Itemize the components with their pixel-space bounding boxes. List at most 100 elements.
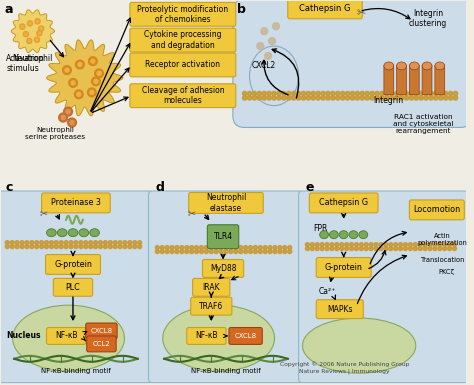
Circle shape — [40, 244, 44, 249]
Circle shape — [292, 96, 296, 100]
Circle shape — [269, 38, 275, 45]
Circle shape — [380, 91, 384, 96]
Circle shape — [254, 249, 257, 254]
Polygon shape — [47, 40, 123, 116]
Circle shape — [409, 96, 413, 100]
FancyBboxPatch shape — [46, 328, 86, 345]
Circle shape — [385, 91, 389, 96]
Circle shape — [35, 19, 40, 24]
Circle shape — [369, 243, 373, 247]
Circle shape — [254, 246, 257, 249]
Text: b: b — [237, 3, 246, 17]
Circle shape — [94, 79, 98, 83]
Circle shape — [423, 243, 427, 247]
FancyBboxPatch shape — [54, 278, 92, 296]
Circle shape — [330, 243, 334, 247]
Circle shape — [394, 247, 398, 251]
Circle shape — [409, 247, 412, 251]
Circle shape — [128, 241, 132, 244]
Circle shape — [234, 249, 238, 254]
Circle shape — [123, 241, 127, 244]
FancyBboxPatch shape — [46, 254, 100, 275]
Circle shape — [447, 243, 452, 247]
Circle shape — [128, 244, 132, 249]
Circle shape — [170, 249, 174, 254]
Circle shape — [453, 91, 457, 96]
Circle shape — [123, 244, 127, 249]
Circle shape — [404, 96, 409, 100]
Text: PLC: PLC — [65, 283, 81, 292]
Circle shape — [165, 246, 169, 249]
Text: Proteolytic modification
of chemokines: Proteolytic modification of chemokines — [137, 5, 228, 24]
Circle shape — [49, 244, 54, 249]
Circle shape — [278, 249, 282, 254]
Circle shape — [244, 246, 247, 249]
Circle shape — [244, 249, 247, 254]
Circle shape — [428, 247, 432, 251]
Text: Copyright © 2006 Nature Publishing Group
Nature Reviews | Immunology: Copyright © 2006 Nature Publishing Group… — [280, 362, 410, 374]
Circle shape — [418, 243, 422, 247]
Circle shape — [325, 243, 329, 247]
Text: Cathepsin G: Cathepsin G — [299, 4, 351, 13]
FancyBboxPatch shape — [288, 0, 362, 19]
Circle shape — [59, 241, 63, 244]
Circle shape — [219, 246, 223, 249]
Circle shape — [287, 96, 291, 100]
FancyBboxPatch shape — [207, 225, 239, 249]
Circle shape — [38, 32, 40, 34]
Circle shape — [59, 113, 68, 122]
Circle shape — [399, 247, 402, 251]
Text: NF-κB-binding motif: NF-κB-binding motif — [191, 368, 261, 374]
Circle shape — [444, 91, 448, 96]
Circle shape — [282, 91, 286, 96]
Circle shape — [257, 43, 264, 50]
Circle shape — [419, 91, 423, 96]
Circle shape — [35, 244, 39, 249]
FancyBboxPatch shape — [316, 258, 371, 277]
Circle shape — [180, 249, 184, 254]
Circle shape — [429, 91, 433, 96]
Circle shape — [350, 91, 355, 96]
Circle shape — [320, 247, 324, 251]
Circle shape — [25, 241, 29, 244]
Circle shape — [64, 107, 73, 116]
Text: Activation
stimulus: Activation stimulus — [6, 54, 45, 74]
Circle shape — [365, 247, 368, 251]
Circle shape — [165, 249, 169, 254]
FancyBboxPatch shape — [229, 328, 262, 345]
Circle shape — [175, 249, 179, 254]
Circle shape — [35, 37, 39, 42]
Circle shape — [108, 241, 112, 244]
Circle shape — [84, 244, 88, 249]
Circle shape — [5, 244, 9, 249]
Circle shape — [74, 244, 78, 249]
Circle shape — [288, 249, 292, 254]
FancyBboxPatch shape — [410, 65, 419, 95]
Circle shape — [400, 91, 404, 96]
FancyBboxPatch shape — [310, 193, 378, 213]
Circle shape — [311, 91, 315, 96]
Circle shape — [331, 96, 335, 100]
Circle shape — [444, 96, 448, 100]
Circle shape — [93, 241, 98, 244]
FancyBboxPatch shape — [202, 259, 244, 277]
Circle shape — [355, 243, 358, 247]
Circle shape — [133, 241, 137, 244]
Circle shape — [277, 91, 281, 96]
Circle shape — [185, 249, 189, 254]
Text: Ca²⁺: Ca²⁺ — [319, 287, 336, 296]
Ellipse shape — [68, 229, 78, 237]
Circle shape — [305, 247, 310, 251]
Text: G-protein: G-protein — [54, 260, 92, 269]
Circle shape — [71, 81, 75, 85]
Circle shape — [453, 96, 457, 100]
Circle shape — [74, 90, 83, 99]
Text: CXCL2: CXCL2 — [252, 61, 276, 70]
Circle shape — [296, 91, 301, 96]
Text: ✂: ✂ — [188, 208, 196, 218]
Circle shape — [190, 246, 193, 249]
Circle shape — [69, 241, 73, 244]
Circle shape — [103, 241, 107, 244]
Text: Proteinase 3: Proteinase 3 — [51, 198, 101, 208]
Ellipse shape — [249, 46, 299, 105]
